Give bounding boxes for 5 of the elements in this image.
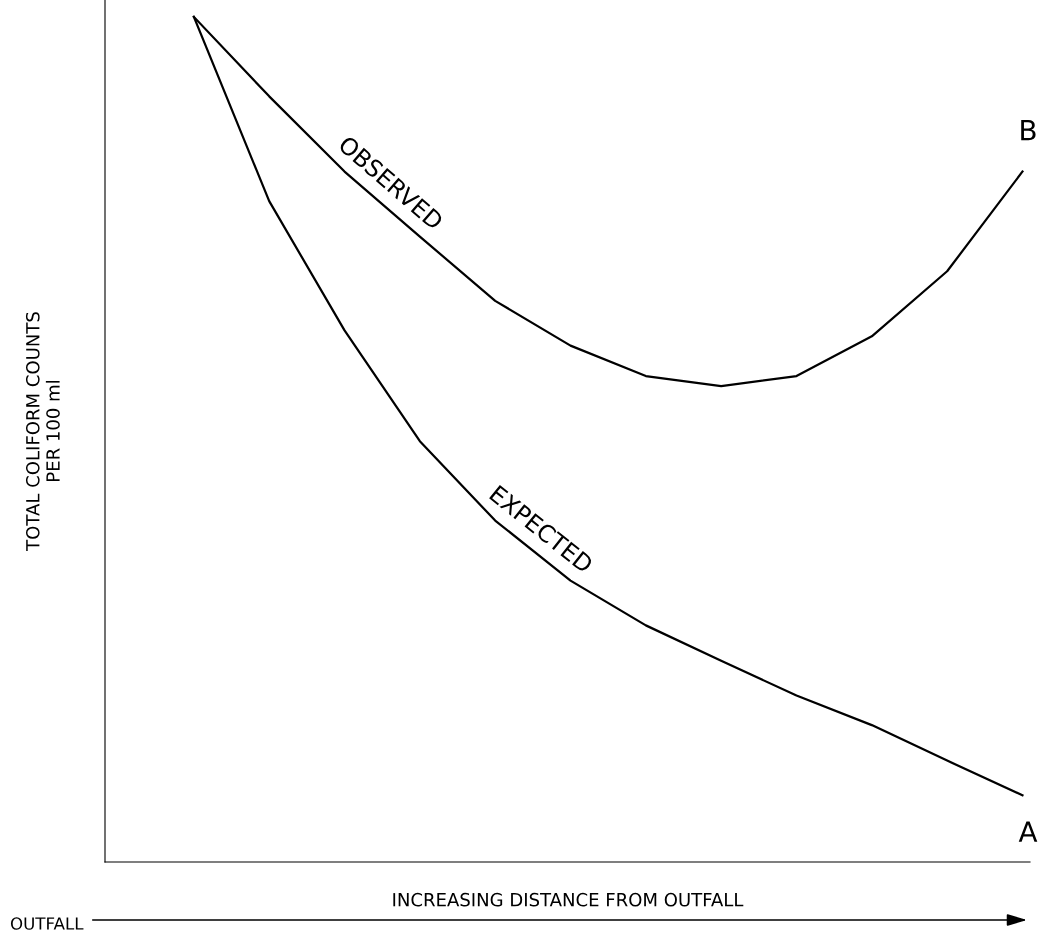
annotation: A (1018, 821, 1038, 842)
y-axis-title: TOTAL COLIFORM COUNTS PER 100 ml (25, 312, 60, 551)
x-axis-title: INCREASING DISTANCE FROM OUTFALL (393, 892, 744, 907)
annotation: B (1021, 120, 1036, 141)
text: OUTFALL (10, 917, 84, 930)
